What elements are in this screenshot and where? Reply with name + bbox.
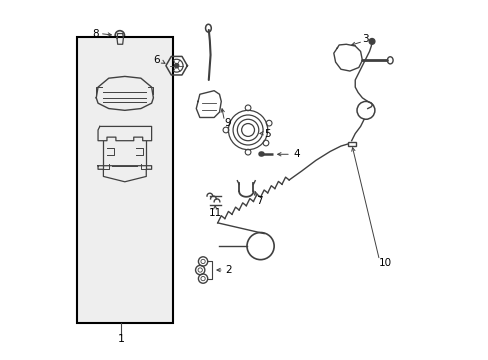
Bar	[77, 37, 173, 323]
Text: 11: 11	[208, 208, 222, 218]
Text: 4: 4	[292, 149, 299, 159]
Text: 9: 9	[224, 118, 230, 128]
Text: 3: 3	[362, 34, 368, 44]
Text: 10: 10	[378, 258, 391, 268]
Text: 1: 1	[118, 334, 124, 344]
Text: 7: 7	[256, 197, 263, 206]
Text: 5: 5	[263, 129, 270, 139]
Bar	[347, 142, 355, 146]
Text: 6: 6	[153, 55, 160, 65]
Circle shape	[174, 64, 179, 68]
Text: 2: 2	[224, 265, 231, 275]
Circle shape	[368, 39, 374, 44]
Text: 8: 8	[92, 28, 98, 39]
